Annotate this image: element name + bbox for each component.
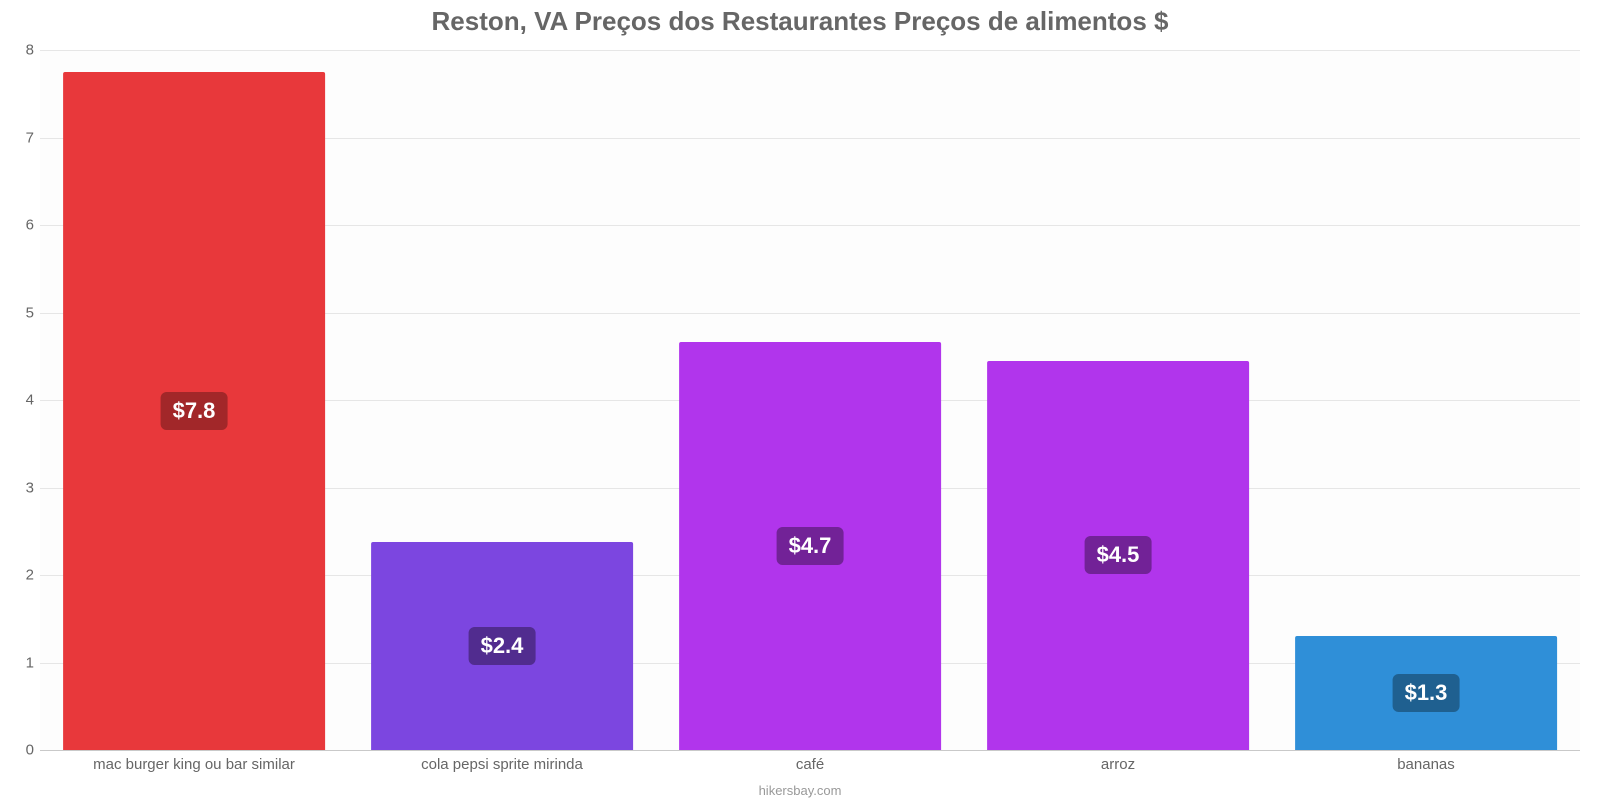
gridline <box>40 750 1580 751</box>
x-category-label: mac burger king ou bar similar <box>40 756 348 773</box>
bar-slot: $4.7 <box>656 50 964 750</box>
y-tick-label: 2 <box>10 567 34 584</box>
chart-bars-layer: $7.8 $2.4 $4.7 $4.5 $1.3 <box>40 50 1580 750</box>
x-category-label: bananas <box>1272 756 1580 773</box>
bar-slot: $2.4 <box>348 50 656 750</box>
x-category-label: arroz <box>964 756 1272 773</box>
y-tick-label: 1 <box>10 654 34 671</box>
bar-value-label: $7.8 <box>161 392 228 430</box>
y-tick-label: 7 <box>10 129 34 146</box>
bar-value-label: $2.4 <box>469 627 536 665</box>
y-tick-label: 6 <box>10 217 34 234</box>
y-tick-label: 4 <box>10 392 34 409</box>
x-category-label: cola pepsi sprite mirinda <box>348 756 656 773</box>
y-tick-label: 8 <box>10 42 34 59</box>
bar-value-label: $4.7 <box>777 527 844 565</box>
y-tick-label: 5 <box>10 304 34 321</box>
y-tick-label: 0 <box>10 742 34 759</box>
x-category-label: café <box>656 756 964 773</box>
bar-slot: $4.5 <box>964 50 1272 750</box>
y-tick-label: 3 <box>10 479 34 496</box>
chart-credit: hikersbay.com <box>0 783 1600 798</box>
bar-value-label: $1.3 <box>1393 674 1460 712</box>
chart-container: Reston, VA Preços dos Restaurantes Preço… <box>0 0 1600 800</box>
bar-slot: $7.8 <box>40 50 348 750</box>
chart-title: Reston, VA Preços dos Restaurantes Preço… <box>0 6 1600 37</box>
bar-value-label: $4.5 <box>1085 536 1152 574</box>
bar-slot: $1.3 <box>1272 50 1580 750</box>
